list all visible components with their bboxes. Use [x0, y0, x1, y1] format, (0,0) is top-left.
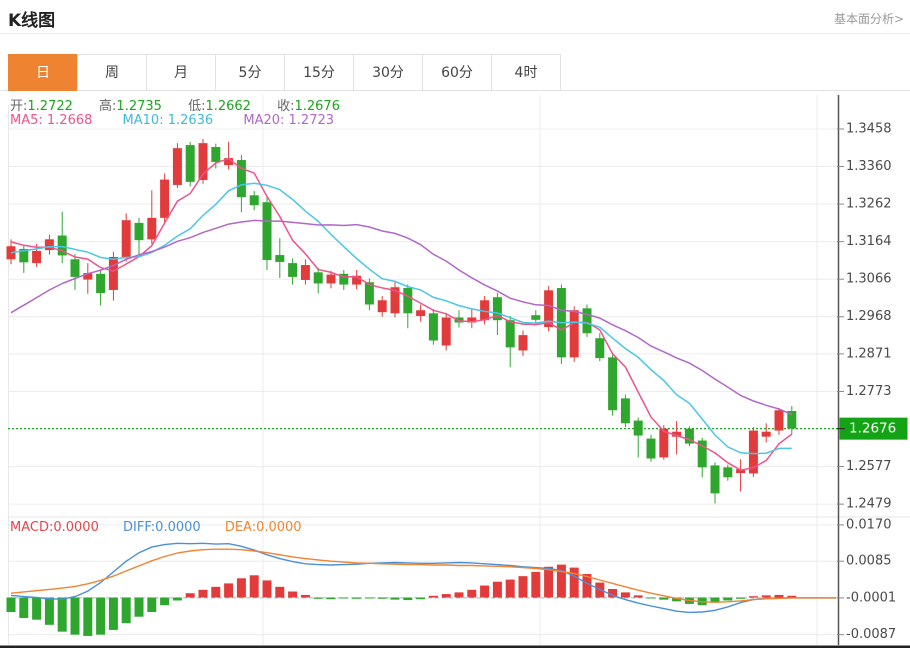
- svg-text:0.0170: 0.0170: [846, 517, 892, 532]
- tab-60min[interactable]: 60分: [422, 54, 492, 91]
- close-label: 收:: [277, 99, 295, 114]
- svg-text:-0.0001: -0.0001: [846, 590, 896, 605]
- candlestick-series: [6, 138, 797, 504]
- svg-text:1.2577: 1.2577: [846, 459, 892, 474]
- open-value: 1.2722: [27, 99, 73, 114]
- dea-label: DEA:: [224, 520, 257, 535]
- dea-line: [10, 548, 836, 603]
- macd-gridlines: [8, 524, 838, 636]
- ma20-line: [10, 219, 793, 416]
- vertical-gridlines: [8, 95, 818, 645]
- dea-value: 0.0000: [256, 520, 302, 535]
- ma-legend-bar: MA5: 1.2668 MA10: 1.2636 MA20: 1.2723: [10, 113, 360, 128]
- macd-value: 0.0000: [53, 520, 99, 535]
- svg-text:1.2871: 1.2871: [846, 346, 892, 361]
- fundamental-analysis-link[interactable]: 基本面分析>: [833, 12, 904, 26]
- ma5-line: [10, 157, 793, 471]
- price-gridlines: [8, 128, 838, 505]
- title-divider: [0, 33, 910, 34]
- ma5-label: MA5:: [10, 113, 43, 128]
- tab-month[interactable]: 月: [146, 54, 216, 91]
- ma10-value: 1.2636: [167, 113, 214, 128]
- ma20-label: MA20:: [243, 113, 285, 128]
- tab-30min[interactable]: 30分: [353, 54, 423, 91]
- tab-week[interactable]: 周: [77, 54, 147, 91]
- diff-value: 0.0000: [155, 520, 201, 535]
- svg-text:1.3458: 1.3458: [846, 122, 892, 137]
- high-value: 1.2735: [116, 99, 162, 114]
- svg-text:1.2479: 1.2479: [846, 497, 892, 512]
- diff-label: DIFF:: [123, 520, 156, 535]
- tab-15min[interactable]: 15分: [284, 54, 354, 91]
- price-axis: 1.3458 1.3360 1.3262 1.3164 1.3066 1.2968 1.28…: [837, 95, 908, 645]
- svg-text:0.0085: 0.0085: [846, 554, 892, 569]
- svg-text:1.3262: 1.3262: [846, 197, 892, 212]
- ohlc-bar: 开:1.2722 高:1.2735 低:1.2662 收:1.2676: [10, 95, 362, 114]
- ma10-line: [10, 182, 792, 455]
- low-value: 1.2662: [205, 99, 251, 114]
- current-price-tag: [839, 417, 908, 440]
- ma10-label: MA10:: [122, 113, 164, 128]
- svg-text:1.3360: 1.3360: [846, 159, 892, 174]
- high-label: 高:: [99, 99, 117, 114]
- tab-day[interactable]: 日: [8, 54, 78, 91]
- open-label: 开:: [10, 99, 28, 114]
- interval-tab-bar: 日周月 5分 15分 30分 60分 4时: [8, 54, 561, 91]
- tab-4hour[interactable]: 4时: [491, 54, 561, 91]
- svg-text:-0.0087: -0.0087: [846, 627, 896, 642]
- ma5-value: 1.2668: [46, 113, 93, 128]
- svg-text:1.2773: 1.2773: [846, 384, 892, 399]
- ma20-value: 1.2723: [288, 113, 335, 128]
- macd-label: MACD:: [10, 520, 54, 535]
- svg-text:1.3066: 1.3066: [846, 272, 892, 287]
- close-value: 1.2676: [294, 99, 340, 114]
- low-label: 低:: [188, 99, 206, 114]
- svg-text:1.2968: 1.2968: [846, 309, 892, 324]
- tab-5min[interactable]: 5分: [215, 54, 285, 91]
- svg-text:1.2676: 1.2676: [849, 421, 896, 437]
- svg-text:1.3164: 1.3164: [846, 234, 892, 249]
- diff-line: [10, 542, 836, 614]
- page-title: K线图: [8, 11, 56, 31]
- bottom-border: [0, 645, 910, 648]
- macd-legend-bar: MACD:0.0000 DIFF:0.0000 DEA:0.0000: [10, 520, 322, 535]
- macd-histogram: [6, 564, 797, 636]
- macd-axis: 0.0170 0.0085 -0.0001 -0.0087: [837, 517, 896, 642]
